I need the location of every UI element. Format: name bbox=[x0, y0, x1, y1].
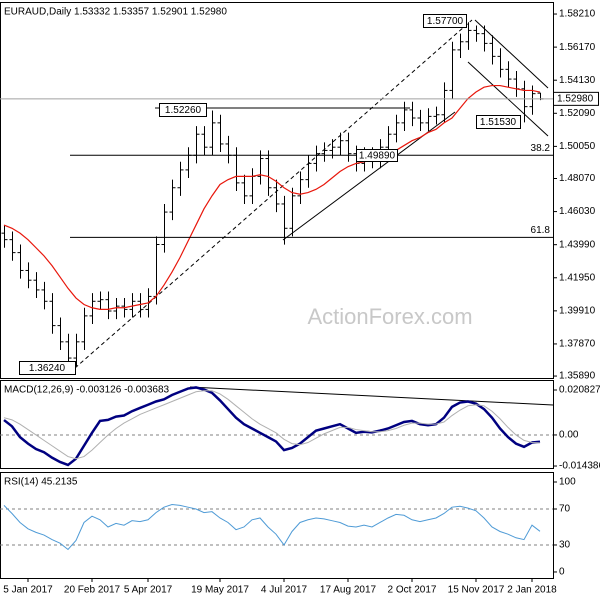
y-tick-label: 1.37870 bbox=[559, 339, 596, 350]
x-tick-label: 17 Aug 2017 bbox=[320, 585, 377, 596]
y-tick-label: -0.014386 bbox=[559, 461, 600, 472]
price-label: 1.49890 bbox=[356, 149, 398, 162]
price-label: 1.57700 bbox=[423, 14, 467, 28]
price-label-text: 1.51530 bbox=[480, 117, 517, 128]
fib-label: 38.2 bbox=[531, 143, 551, 154]
price-label-text: 1.52260 bbox=[165, 105, 202, 116]
price-label: 1.51530 bbox=[476, 115, 521, 129]
y-tick-label: 1.56170 bbox=[559, 42, 596, 53]
x-tick-label: 15 Nov 2017 bbox=[448, 585, 505, 596]
panel-title: MACD(12,26,9) -0.003126 -0.003683 bbox=[4, 385, 170, 396]
last-price-box bbox=[553, 91, 599, 106]
price-label: 1.52260 bbox=[159, 103, 207, 117]
x-tick-label: 20 Feb 2017 bbox=[64, 585, 121, 596]
price-label-text: 1.36240 bbox=[29, 363, 66, 374]
channel-line bbox=[474, 19, 549, 89]
y-tick-label: 30 bbox=[559, 540, 571, 551]
indicator-line bbox=[3, 386, 541, 467]
y-tick-label: 1.58210 bbox=[559, 9, 596, 20]
panel-title: RSI(14) 45.2135 bbox=[4, 477, 78, 488]
last-price-label: 1.52980 bbox=[557, 93, 594, 104]
y-tick-label: 1.35890 bbox=[559, 371, 596, 382]
x-tick-label: 2 Jan 2018 bbox=[507, 585, 557, 596]
y-tick-label: 1.41950 bbox=[559, 272, 596, 283]
y-tick-label: 1.43990 bbox=[559, 239, 596, 250]
x-tick-label: 5 Jan 2017 bbox=[3, 585, 53, 596]
x-tick-label: 5 Apr 2017 bbox=[124, 585, 173, 596]
y-tick-label: 100 bbox=[559, 477, 576, 488]
y-tick-label: 1.48070 bbox=[559, 173, 596, 184]
x-tick-label: 19 May 2017 bbox=[191, 585, 249, 596]
main-frame bbox=[0, 2, 554, 379]
indicator-line bbox=[3, 503, 541, 551]
price-label: 1.36240 bbox=[19, 361, 76, 375]
rsi-frame bbox=[0, 472, 554, 579]
overlays bbox=[0, 22, 553, 551]
panel-title: EURAUD,Daily 1.53332 1.53357 1.52901 1.5… bbox=[4, 7, 227, 18]
price-label-text: 1.49890 bbox=[359, 151, 396, 162]
price-label-text: 1.57700 bbox=[427, 16, 464, 27]
y-tick-label: 1.54130 bbox=[559, 75, 596, 86]
y-tick-label: 1.50050 bbox=[559, 141, 596, 152]
y-tick-label: 70 bbox=[559, 504, 571, 515]
y-tick-label: 1.46030 bbox=[559, 206, 596, 217]
trendline bbox=[74, 19, 473, 369]
watermark: ActionForex.com bbox=[307, 304, 472, 329]
x-tick-label: 4 Jul 2017 bbox=[261, 585, 308, 596]
y-tick-label: 1.39910 bbox=[559, 305, 596, 316]
moving-average bbox=[3, 84, 541, 310]
y-tick-label: 1.52090 bbox=[559, 108, 596, 119]
y-tick-label: 0.020827 bbox=[559, 385, 600, 396]
indicator-line bbox=[3, 390, 541, 460]
divergence-line bbox=[189, 386, 554, 406]
y-tick-label: 0.00 bbox=[559, 430, 579, 441]
fib-label: 61.8 bbox=[531, 225, 551, 236]
x-tick-label: 2 Oct 2017 bbox=[388, 585, 437, 596]
macd-frame bbox=[0, 380, 554, 469]
y-tick-label: 0 bbox=[559, 567, 565, 578]
